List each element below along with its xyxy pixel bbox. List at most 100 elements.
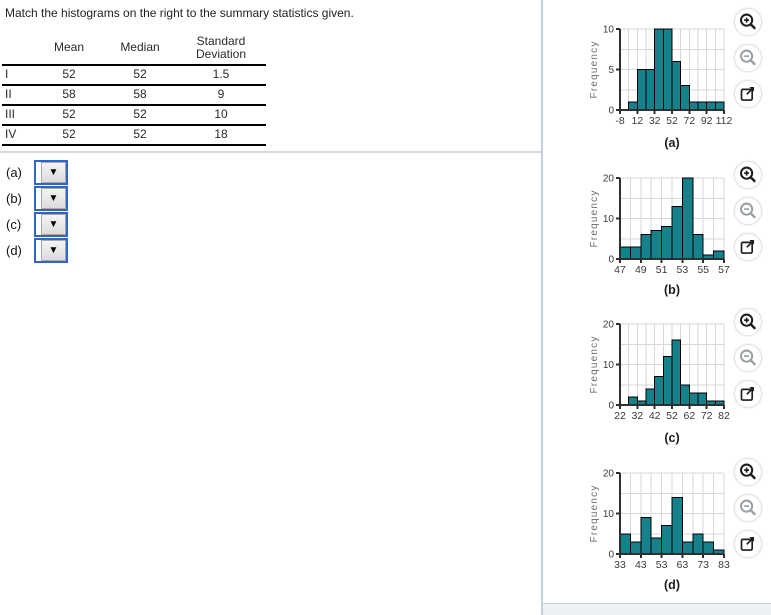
- svg-text:112: 112: [716, 115, 733, 127]
- selected-value: [36, 214, 41, 235]
- answer-label-d: (d): [6, 243, 22, 258]
- dropdown-arrow-icon[interactable]: ▼: [41, 214, 66, 235]
- selected-value: [36, 188, 41, 209]
- histogram-panel: -8 12 32 52 72 92 112 0 5 10 Frequency (a) 47 49 51 5…: [545, 0, 771, 615]
- open-external-icon: [740, 240, 755, 254]
- zoom-out-icon: [740, 202, 756, 219]
- open-external-button[interactable]: [734, 530, 762, 558]
- zoom-out-button[interactable]: [734, 197, 762, 225]
- question-divider: [0, 151, 541, 153]
- open-external-icon: [740, 537, 755, 551]
- table-header-row: Mean Median Standard Deviation: [2, 32, 266, 66]
- mean-value: 52: [62, 127, 76, 142]
- zoom-in-icon: [740, 463, 756, 480]
- answer-row-a: (a) ▼: [6, 160, 68, 185]
- row-label: II: [5, 87, 12, 102]
- table-row: IV 52 52 18: [2, 126, 266, 146]
- open-external-icon: [740, 87, 755, 101]
- dropdown-arrow-icon[interactable]: ▼: [41, 240, 66, 261]
- mean-value: 52: [62, 67, 76, 82]
- zoom-in-button[interactable]: [734, 458, 762, 486]
- svg-text:20: 20: [603, 174, 615, 185]
- open-external-button[interactable]: [734, 80, 762, 108]
- open-external-button[interactable]: [734, 233, 762, 261]
- table-row: III 52 52 10: [2, 106, 266, 126]
- open-external-button[interactable]: [734, 380, 762, 408]
- sd-value: 9: [217, 87, 225, 102]
- svg-text:Frequency: Frequency: [589, 484, 600, 542]
- svg-text:73: 73: [697, 559, 709, 571]
- chart-caption-a: (a): [664, 136, 680, 150]
- svg-text:57: 57: [718, 264, 730, 276]
- svg-text:43: 43: [635, 559, 647, 571]
- zoom-in-icon: [740, 13, 756, 30]
- zoom-out-button[interactable]: [734, 44, 762, 72]
- row-label: III: [5, 107, 16, 122]
- answer-select-a[interactable]: ▼: [34, 160, 68, 185]
- svg-text:0: 0: [608, 106, 614, 117]
- row-label: IV: [5, 127, 17, 142]
- sd-value: 18: [214, 127, 228, 142]
- answer-row-c: (c) ▼: [6, 212, 68, 237]
- svg-text:53: 53: [656, 559, 668, 571]
- svg-text:-8: -8: [615, 115, 624, 127]
- zoom-in-icon: [740, 313, 756, 330]
- dropdown-arrow-icon[interactable]: ▼: [41, 188, 66, 209]
- zoom-out-button[interactable]: [734, 344, 762, 372]
- histogram-d: 33 43 53 63 73 83 0 10 20 Frequency: [588, 467, 738, 572]
- dropdown-arrow-icon[interactable]: ▼: [41, 162, 66, 183]
- svg-text:10: 10: [603, 509, 615, 520]
- svg-text:52: 52: [666, 410, 678, 422]
- histogram-b: 47 49 51 53 55 57 0 10 20 Frequency: [588, 172, 738, 277]
- answer-row-d: (d) ▼: [6, 238, 68, 263]
- svg-text:42: 42: [649, 410, 661, 422]
- answer-label-c: (c): [6, 217, 22, 232]
- zoom-in-button[interactable]: [734, 161, 762, 189]
- svg-text:62: 62: [683, 410, 695, 422]
- svg-text:72: 72: [701, 410, 713, 422]
- svg-text:0: 0: [608, 255, 614, 266]
- answer-row-b: (b) ▼: [6, 186, 68, 211]
- svg-text:82: 82: [718, 410, 730, 422]
- median-value: 52: [133, 107, 147, 122]
- svg-text:49: 49: [635, 264, 647, 276]
- table-row: II 58 58 9: [2, 86, 266, 106]
- zoom-in-button[interactable]: [734, 8, 762, 36]
- svg-text:47: 47: [614, 264, 626, 276]
- svg-text:Frequency: Frequency: [589, 189, 600, 247]
- histogram-a: -8 12 32 52 72 92 112 0 5 10 Frequency: [588, 23, 738, 128]
- svg-text:10: 10: [603, 214, 615, 225]
- svg-text:22: 22: [614, 410, 626, 422]
- mean-value: 52: [62, 107, 76, 122]
- svg-text:10: 10: [603, 25, 615, 36]
- sd-value: 10: [214, 107, 228, 122]
- svg-text:0: 0: [608, 401, 614, 412]
- svg-text:92: 92: [701, 115, 713, 127]
- answer-select-d[interactable]: ▼: [34, 238, 68, 263]
- question-prompt: Match the histograms on the right to the…: [5, 6, 354, 20]
- svg-text:55: 55: [697, 264, 709, 276]
- svg-text:Frequency: Frequency: [589, 335, 600, 393]
- median-value: 52: [133, 67, 147, 82]
- open-external-icon: [740, 387, 755, 401]
- mean-value: 58: [62, 87, 76, 102]
- zoom-in-icon: [740, 166, 756, 183]
- svg-text:0: 0: [608, 550, 614, 561]
- median-value: 58: [133, 87, 147, 102]
- svg-text:53: 53: [677, 264, 689, 276]
- answer-select-b[interactable]: ▼: [34, 186, 68, 211]
- svg-text:20: 20: [603, 320, 615, 331]
- stats-table: Mean Median Standard Deviation I 52 52 1…: [2, 32, 266, 146]
- table-header-median: Median: [120, 40, 160, 55]
- svg-text:63: 63: [677, 559, 689, 571]
- scrollbar-track[interactable]: [543, 603, 771, 615]
- svg-text:72: 72: [683, 115, 695, 127]
- median-value: 52: [133, 127, 147, 142]
- selected-value: [36, 162, 41, 183]
- zoom-in-button[interactable]: [734, 308, 762, 336]
- svg-text:5: 5: [608, 65, 614, 76]
- chart-caption-d: (d): [664, 578, 680, 592]
- answer-select-c[interactable]: ▼: [34, 212, 68, 237]
- zoom-out-button[interactable]: [734, 494, 762, 522]
